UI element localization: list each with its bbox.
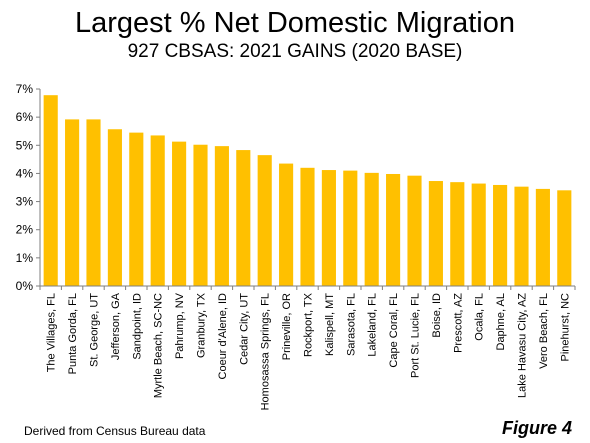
bar	[407, 175, 422, 286]
bar	[65, 119, 80, 286]
y-tick-label: 5%	[16, 138, 34, 152]
x-tick-label: Prineville, OR	[281, 293, 293, 360]
bar	[343, 170, 358, 286]
y-axis-ticks: 0% 1% 2% 3% 4% 5% 6% 7%	[16, 82, 40, 293]
x-tick-label: St. George, UT	[89, 293, 101, 367]
bar	[236, 150, 251, 286]
x-tick-label: Myrtle Beach, SC-NC	[153, 293, 165, 398]
chart-subtitle: 927 CBSAS: 2021 GAINS (2020 BASE)	[127, 41, 463, 62]
bar	[86, 119, 101, 286]
bars	[43, 95, 572, 286]
y-tick-label: 0%	[16, 279, 34, 293]
x-tick-label: Coeur d'Alene, ID	[217, 293, 229, 380]
x-tick-label: The Villages, FL	[46, 293, 58, 372]
x-tick-label: Vero Beach, FL	[538, 293, 550, 369]
x-tick-label: Pinehurst, NC	[559, 293, 571, 362]
bar	[214, 146, 229, 286]
x-tick-label: Daphne, AL	[495, 293, 507, 351]
x-tick-label: Ocala, FL	[474, 293, 486, 341]
x-tick-label: Boise, ID	[431, 293, 443, 338]
x-tick-label: Prescott, AZ	[452, 293, 464, 353]
x-tick-label: Lake Havasu City, AZ	[517, 293, 529, 398]
x-tick-label: Kalispell, MT	[324, 293, 336, 356]
y-tick-label: 2%	[16, 223, 34, 237]
bar	[150, 135, 165, 286]
x-tick-label: Pahrump, NV	[174, 292, 186, 359]
bar	[493, 184, 508, 286]
y-tick-label: 1%	[16, 251, 34, 265]
x-tick-label: Sandpoint, ID	[131, 293, 143, 360]
bar	[300, 167, 315, 286]
chart-title: Largest % Net Domestic Migration	[75, 7, 515, 39]
source-note: Derived from Census Bureau data	[24, 424, 206, 438]
x-tick-label: Rockport, TX	[303, 292, 315, 357]
x-tick-label: Sarasota, FL	[345, 293, 357, 356]
axes	[39, 89, 576, 290]
figure-label: Figure 4	[501, 418, 572, 438]
bar	[279, 163, 294, 286]
y-tick-label: 4%	[16, 166, 34, 180]
bar	[450, 182, 465, 286]
bar	[43, 95, 58, 286]
x-tick-label: Homosassa Springs, FL	[260, 293, 272, 410]
bar	[557, 190, 572, 286]
bar	[428, 181, 443, 286]
bar	[172, 141, 187, 286]
bar	[386, 173, 401, 286]
x-tick-label: Jefferson, GA	[110, 292, 122, 360]
x-axis-labels: The Villages, FL Punta Gorda, FL St. Georg…	[46, 292, 572, 410]
bar	[193, 144, 208, 286]
bar	[257, 155, 272, 286]
bar	[321, 170, 336, 286]
bar	[535, 188, 550, 286]
x-tick-label: Granbury, TX	[196, 292, 208, 358]
bar	[514, 186, 529, 286]
y-tick-label: 3%	[16, 195, 34, 209]
x-tick-label: Port St. Lucie, FL	[410, 293, 422, 378]
bar	[364, 172, 379, 286]
x-tick-label: Cape Coral, FL	[388, 293, 400, 368]
y-tick-label: 6%	[16, 110, 34, 124]
x-tick-label: Cedar City, UT	[238, 293, 250, 365]
y-tick-label: 7%	[16, 82, 34, 96]
bar	[107, 129, 122, 286]
bar	[471, 183, 486, 286]
x-tick-label: Punta Gorda, FL	[67, 293, 79, 374]
x-tick-label: Lakeland, FL	[367, 293, 379, 357]
bar	[129, 132, 144, 286]
